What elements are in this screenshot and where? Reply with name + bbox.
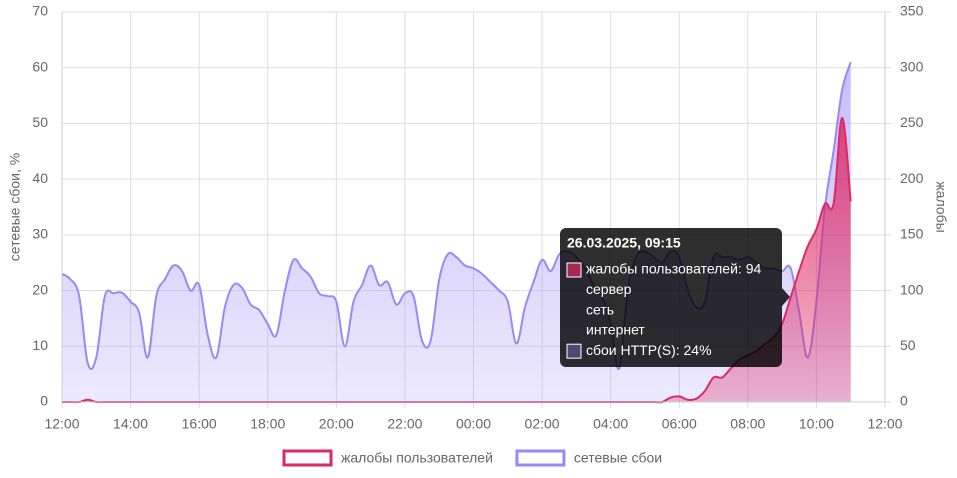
- x-tick-label: 06:00: [662, 416, 697, 432]
- y2-tick-label: 0: [900, 393, 908, 409]
- x-tick-label: 14:00: [113, 416, 148, 432]
- y2-tick-label: 300: [900, 58, 924, 74]
- x-tick-label: 12:00: [44, 416, 79, 432]
- y2-tick-label: 50: [900, 337, 916, 353]
- legend-swatch: [282, 449, 333, 467]
- x-tick-label: 04:00: [593, 416, 628, 432]
- tooltip-item: интернет: [586, 322, 645, 338]
- tooltip-swatch: [566, 262, 582, 278]
- x-tick-label: 00:00: [456, 416, 491, 432]
- tooltip-item: сеть: [586, 301, 614, 317]
- tooltip-item: сервер: [586, 281, 632, 297]
- tooltip-swatch: [566, 343, 582, 359]
- legend-label: жалобы пользователей: [341, 450, 493, 466]
- tooltip: 26.03.2025, 09:15 жалобы пользователей: 9…: [560, 228, 790, 367]
- x-tick-label: 20:00: [319, 416, 354, 432]
- y-tick-label: 40: [32, 170, 48, 186]
- y-tick-label: 0: [40, 393, 48, 409]
- x-tick-label: 18:00: [250, 416, 285, 432]
- legend-label: сетевые сбои: [574, 450, 662, 466]
- y-tick-label: 70: [32, 3, 48, 19]
- tooltip-title: 26.03.2025, 09:15: [567, 235, 681, 251]
- tooltip-item: жалобы пользователей: 94: [586, 261, 761, 277]
- legend: жалобы пользователей сетевые сбои: [282, 449, 662, 467]
- x-tick-label: 08:00: [730, 416, 765, 432]
- y-tick-label: 50: [32, 114, 48, 130]
- y-axis-label: сетевые сбои, %: [7, 153, 23, 261]
- x-tick-label: 22:00: [387, 416, 422, 432]
- y-tick-label: 30: [32, 226, 48, 242]
- y2-tick-label: 350: [900, 3, 924, 19]
- x-tick-label: 12:00: [867, 416, 902, 432]
- x-tick-label: 16:00: [182, 416, 217, 432]
- y2-tick-label: 100: [900, 281, 924, 297]
- area: [62, 117, 851, 403]
- y2-tick-label: 200: [900, 170, 924, 186]
- y-tick-label: 10: [32, 337, 48, 353]
- y2-axis-label: жалобы: [933, 181, 949, 232]
- x-tick-label: 10:00: [799, 416, 834, 432]
- y-tick-label: 20: [32, 281, 48, 297]
- axes: 0 10 20 30 40 50 60 70 0 50 100 150 200 250 300 350 12:0…: [32, 3, 923, 432]
- x-tick-label: 02:00: [525, 416, 560, 432]
- y2-tick-label: 150: [900, 226, 924, 242]
- tooltip-box: [560, 228, 782, 367]
- tooltip-item: сбои HTTP(S): 24%: [586, 342, 712, 358]
- y-tick-label: 60: [32, 58, 48, 74]
- tooltip-caret: [782, 288, 790, 306]
- y2-tick-label: 250: [900, 114, 924, 130]
- legend-swatch: [515, 449, 566, 467]
